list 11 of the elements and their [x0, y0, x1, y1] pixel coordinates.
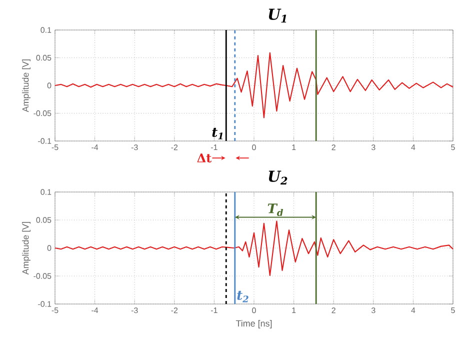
ref-line-label: t$_{1}$ — [212, 128, 222, 140]
x-axis-title: Time [ns] — [236, 320, 272, 328]
chart-title: U$_{2}$ — [268, 170, 288, 185]
ref-line-label: t$_{2}$ — [237, 290, 248, 302]
y-axis-title: Amplitude [V] — [22, 59, 30, 112]
y-axis-title: Amplitude [V] — [22, 222, 30, 275]
chart-title: U$_{1}$ — [268, 8, 286, 22]
annotation: T$_{d}$ — [268, 204, 284, 216]
text: Δt — [197, 154, 212, 162]
line-series — [54, 220, 454, 276]
line-series — [54, 52, 454, 118]
